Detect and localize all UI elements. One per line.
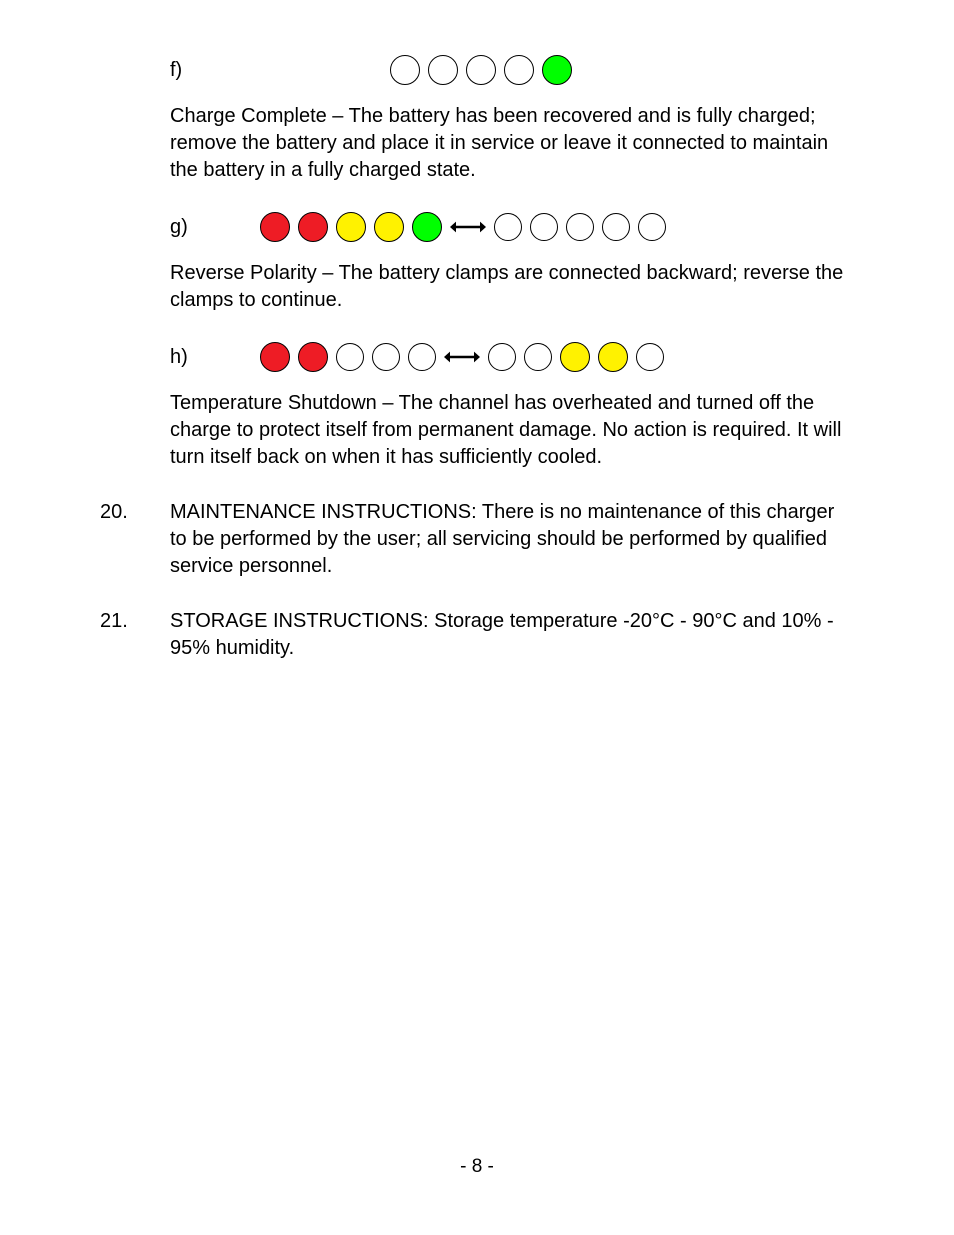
page-number: - 8 - [0,1154,954,1180]
led-indicator [372,343,400,371]
led-indicator [530,213,558,241]
section-g-desc: Reverse Polarity – The battery clamps ar… [170,260,854,314]
led-row-g [260,212,666,242]
led-indicator [428,55,458,85]
item-21-text: STORAGE INSTRUCTIONS: Storage temperatur… [160,608,854,662]
item-21: 21. STORAGE INSTRUCTIONS: Storage temper… [100,608,854,662]
led-indicator [602,213,630,241]
section-f-desc: Charge Complete – The battery has been r… [170,103,854,184]
led-indicator [636,343,664,371]
item-20-text: MAINTENANCE INSTRUCTIONS: There is no ma… [160,499,854,580]
double-arrow-icon [444,350,480,364]
double-arrow-icon [450,220,486,234]
led-indicator [504,55,534,85]
page-content: f) Charge Complete – The battery has bee… [0,0,954,662]
section-g-label: g) [100,214,230,241]
led-indicator [466,55,496,85]
led-indicator [374,212,404,242]
led-indicator [298,342,328,372]
led-indicator [408,343,436,371]
led-row-h [260,342,664,372]
led-indicator [260,342,290,372]
led-indicator [598,342,628,372]
led-indicator [638,213,666,241]
led-indicator [524,343,552,371]
led-row-f [390,55,572,85]
led-indicator [542,55,572,85]
section-h-header: h) [100,342,854,372]
item-21-label: 21. [100,608,160,662]
section-f-label: f) [100,57,230,84]
section-f-header: f) [100,55,854,85]
section-h-label: h) [100,344,230,371]
led-indicator [494,213,522,241]
led-indicator [488,343,516,371]
led-indicator [390,55,420,85]
led-indicator [566,213,594,241]
led-indicator [412,212,442,242]
led-indicator [336,343,364,371]
section-h-desc: Temperature Shutdown – The channel has o… [170,390,854,471]
section-g-header: g) [100,212,854,242]
led-indicator [260,212,290,242]
led-indicator [298,212,328,242]
item-20-label: 20. [100,499,160,580]
led-indicator [560,342,590,372]
led-indicator [336,212,366,242]
item-20: 20. MAINTENANCE INSTRUCTIONS: There is n… [100,499,854,580]
